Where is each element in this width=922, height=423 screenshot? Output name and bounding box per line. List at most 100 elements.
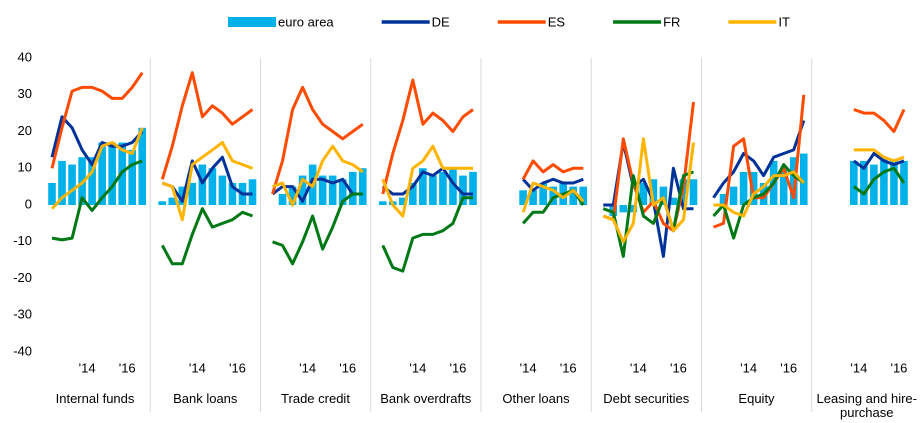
x-tick-label: '16 (339, 360, 356, 375)
bar (378, 201, 387, 205)
line (50, 127, 144, 210)
x-tick-label: '14 (520, 360, 537, 375)
bar (649, 179, 658, 205)
line (381, 196, 473, 273)
y-tick-label: 0 (25, 196, 32, 211)
bar (449, 168, 457, 205)
line (521, 159, 584, 181)
line (713, 170, 805, 218)
line (271, 177, 363, 203)
bar (689, 179, 698, 205)
bar (58, 160, 66, 205)
bar (629, 205, 638, 213)
bar (860, 160, 868, 205)
panel-label: Internal funds (55, 391, 135, 406)
bar (459, 175, 467, 205)
bar (288, 186, 297, 205)
panel-label: Equity (738, 391, 775, 406)
line (271, 192, 363, 266)
line (381, 78, 474, 195)
x-tick-label: '16 (780, 360, 797, 375)
bar (799, 153, 808, 205)
y-tick-label: -30 (13, 307, 32, 322)
line (381, 166, 473, 196)
bar (399, 197, 407, 205)
line (50, 71, 144, 169)
bar (158, 201, 167, 205)
x-tick-label: '14 (850, 360, 867, 375)
x-tick-label: '14 (740, 360, 757, 375)
bar (739, 171, 748, 205)
legend-label: FR (663, 14, 680, 29)
bar (48, 182, 56, 205)
y-tick-label: 10 (18, 160, 32, 175)
bar (719, 193, 728, 205)
bar (870, 164, 878, 205)
bar (890, 160, 898, 205)
panel-label: Leasing and hire-purchase (816, 391, 917, 420)
bar (188, 182, 197, 205)
bar (218, 175, 227, 205)
bar (338, 179, 347, 205)
bar (850, 160, 858, 205)
line (853, 108, 906, 133)
bar (318, 175, 327, 205)
bar (168, 197, 177, 205)
line (602, 137, 695, 244)
bar (729, 186, 738, 205)
line (271, 85, 364, 195)
x-tick-label: '16 (229, 360, 246, 375)
x-tick-label: '14 (189, 360, 206, 375)
line (271, 144, 364, 207)
y-tick-label: 30 (18, 86, 32, 101)
line (160, 207, 254, 266)
bar (228, 182, 237, 205)
bar (519, 190, 527, 205)
line (51, 159, 143, 242)
x-tick-label: '14 (630, 360, 647, 375)
y-tick-label: 20 (18, 123, 32, 138)
bar (880, 157, 888, 205)
bar (569, 186, 578, 205)
bar (98, 142, 106, 205)
bar (779, 168, 788, 205)
x-tick-label: '16 (890, 360, 907, 375)
x-tick-label: '16 (449, 360, 466, 375)
bar (619, 205, 628, 213)
line (852, 152, 905, 170)
y-tick-label: -40 (13, 343, 32, 358)
bar (248, 179, 257, 205)
bar (419, 168, 427, 205)
y-tick-label: -20 (13, 270, 32, 285)
line (160, 71, 254, 180)
bar (659, 186, 668, 205)
bar (138, 127, 147, 205)
bar (88, 157, 96, 205)
legend-label: euro area (278, 14, 334, 29)
bar (539, 182, 547, 205)
line (853, 148, 905, 163)
line (712, 94, 806, 229)
bar (208, 168, 217, 205)
bar (68, 164, 76, 205)
x-tick-label: '14 (409, 360, 426, 375)
bar (579, 186, 588, 205)
x-tick-label: '16 (670, 360, 687, 375)
y-tick-label: 40 (18, 49, 32, 64)
line (852, 166, 906, 196)
bar (409, 182, 417, 205)
panel-label: Debt securities (603, 391, 690, 406)
panel-label: Bank loans (173, 391, 238, 406)
bar (469, 171, 477, 205)
line (712, 163, 805, 240)
bar (429, 175, 437, 205)
bar (669, 197, 678, 205)
bar (328, 175, 337, 205)
line (161, 141, 254, 222)
bar (439, 171, 447, 205)
line (50, 115, 144, 167)
legend-label: IT (778, 14, 790, 29)
bar (278, 193, 287, 205)
line (381, 144, 473, 218)
